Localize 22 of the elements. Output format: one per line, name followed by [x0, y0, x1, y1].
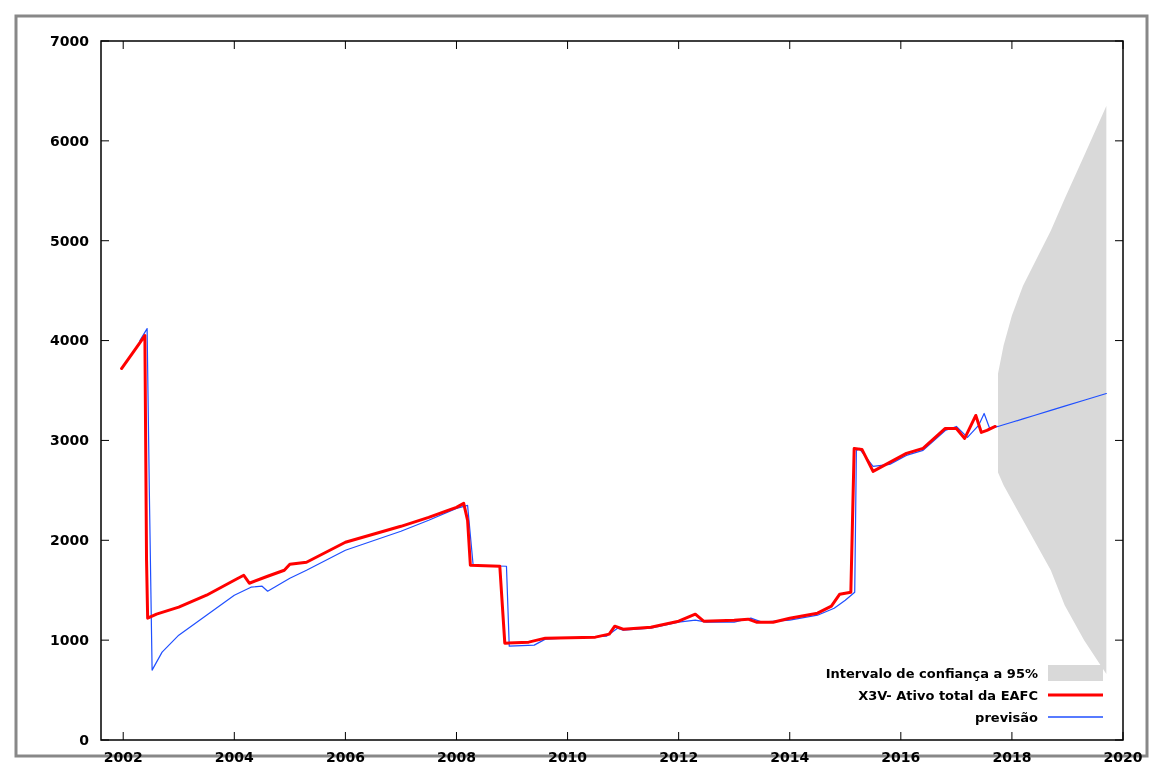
x-tick-label: 2008: [436, 749, 476, 765]
legend-label: previsão: [975, 709, 1039, 725]
y-tick-label: 4000: [50, 332, 90, 349]
legend-label: X3V- Ativo total da EAFC: [858, 687, 1038, 703]
x-tick-label: 2004: [214, 749, 255, 765]
x-tick-label: 2016: [881, 749, 921, 765]
x-tick-label: 2002: [103, 749, 143, 765]
y-tick-label: 0: [79, 731, 90, 748]
y-tick-label: 6000: [50, 132, 90, 149]
line-series: [120, 334, 997, 645]
x-tick-label: 2006: [325, 749, 365, 765]
x-tick-label: 2020: [1103, 749, 1143, 765]
x-tick-label: 2014: [770, 749, 810, 765]
x-tick-label: 2018: [992, 749, 1032, 765]
y-tick-label: 5000: [50, 232, 90, 249]
y-tick-label: 2000: [50, 532, 90, 549]
y-tick-label: 1000: [50, 632, 90, 649]
x-tick-label: 2012: [659, 749, 699, 765]
y-tick-label: 3000: [50, 432, 90, 449]
x-tick-label: 2010: [548, 749, 588, 765]
y-tick-label: 7000: [50, 32, 90, 49]
annotation: Intervalo de confiança a 95%: [825, 665, 1038, 681]
